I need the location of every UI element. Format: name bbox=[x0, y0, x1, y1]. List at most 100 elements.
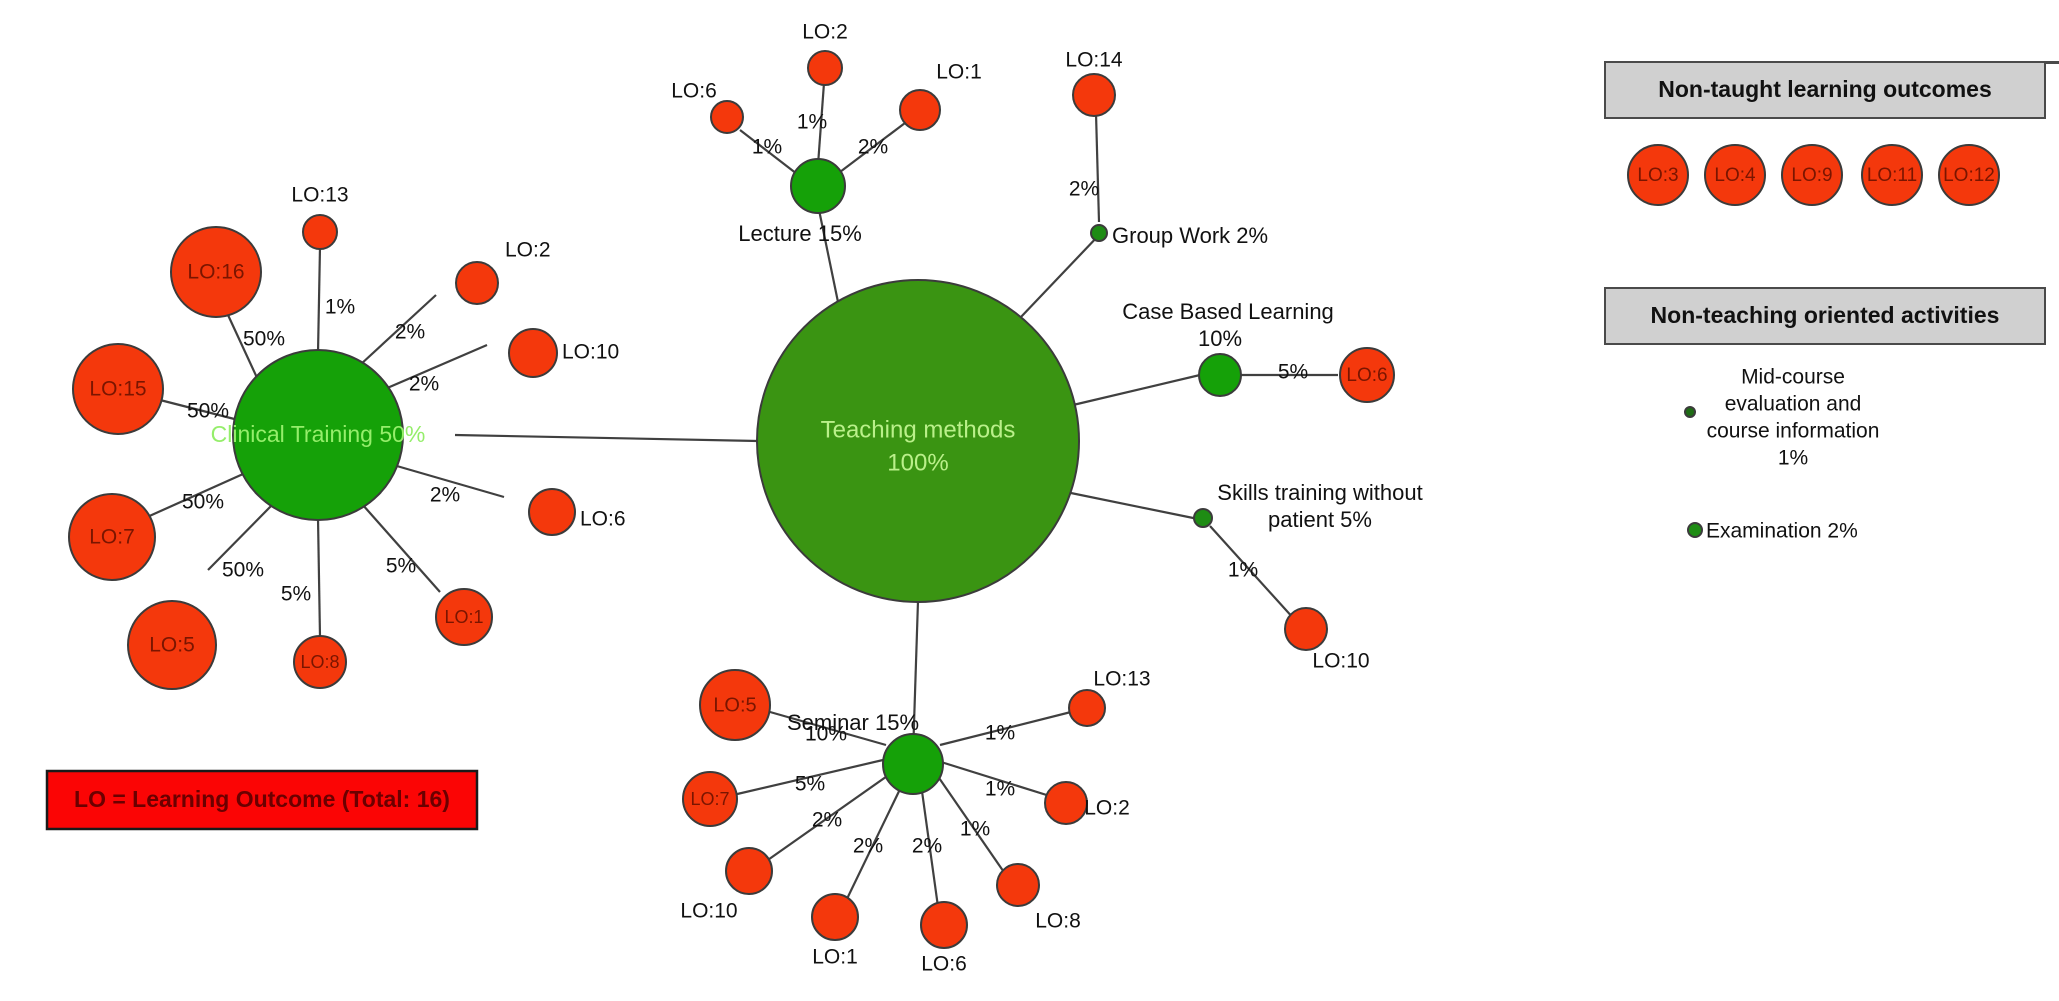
node-seminar-label: Seminar 15% bbox=[787, 710, 919, 735]
node-lo-8-seminar[interactable] bbox=[996, 863, 1040, 907]
edge-label-clinical-lo2: 2% bbox=[395, 321, 425, 344]
node-lecture-label: Lecture 15% bbox=[738, 221, 862, 246]
edge-label-groupwork-lo14: 2% bbox=[1069, 178, 1099, 201]
node-lo-1-seminar-label: LO:1 bbox=[812, 946, 858, 969]
cluster-clinical-training: Clinical Training 50% LO:16 LO:15 LO:7 L… bbox=[68, 184, 626, 690]
edge-seminar-lo1 bbox=[843, 782, 904, 906]
node-group-work[interactable] bbox=[1090, 224, 1108, 242]
node-lo-10-seminar-label: LO:10 bbox=[680, 900, 737, 923]
edge-root-skills-training bbox=[1065, 490, 1204, 522]
node-lo-6-case-label: LO:6 bbox=[1346, 365, 1387, 386]
legend-mid-course-line-2: evaluation and bbox=[1725, 393, 1862, 416]
edge-label-seminar-lo8: 1% bbox=[960, 818, 990, 841]
node-lo-1-seminar[interactable] bbox=[811, 893, 859, 941]
edge-clinical-lo13 bbox=[316, 246, 322, 354]
node-lo-10-skills[interactable] bbox=[1284, 607, 1328, 651]
node-skills-training-label-2: patient 5% bbox=[1268, 507, 1372, 532]
edge-label-clinical-lo10: 2% bbox=[409, 373, 439, 396]
node-lo-10-skills-label: LO:10 bbox=[1312, 650, 1369, 673]
legend-non-teaching-header-box bbox=[1604, 287, 2046, 345]
node-lo-7[interactable] bbox=[68, 493, 156, 581]
cluster-lecture: Lecture 15% LO:6 LO:2 LO:1 1% 1% 2% bbox=[671, 21, 982, 246]
node-lo-6-case[interactable] bbox=[1339, 347, 1395, 403]
edge-skills-lo10 bbox=[1209, 525, 1296, 621]
node-seminar[interactable] bbox=[882, 733, 944, 795]
edge-label-seminar-lo6: 2% bbox=[912, 835, 942, 858]
node-lo-5-seminar[interactable] bbox=[699, 669, 771, 741]
edge-label-clinical-lo6: 2% bbox=[430, 484, 460, 507]
node-lo-16[interactable] bbox=[170, 226, 262, 318]
legend-node-lo-3-label: LO:3 bbox=[1637, 165, 1678, 186]
node-lo-7-seminar[interactable] bbox=[682, 771, 738, 827]
node-lo-1[interactable] bbox=[435, 588, 493, 646]
legend-non-teaching-panel: Non-teaching oriented activities Mid-cou… bbox=[1604, 287, 2046, 543]
node-teaching-methods-label-2: 100% bbox=[887, 449, 948, 476]
legend-node-lo-12-label: LO:12 bbox=[1943, 165, 1995, 186]
node-lo-5-seminar-label: LO:5 bbox=[713, 694, 756, 716]
edge-lecture-lo1 bbox=[839, 122, 906, 173]
edge-label-seminar-lo13: 1% bbox=[985, 722, 1015, 745]
node-group-work-label: Group Work 2% bbox=[1112, 223, 1268, 248]
edge-label-lecture-lo6: 1% bbox=[752, 136, 782, 159]
node-lo-6-clinical[interactable] bbox=[528, 488, 576, 536]
edge-seminar-lo5 bbox=[762, 708, 887, 747]
node-lo-10-seminar[interactable] bbox=[725, 847, 773, 895]
node-case-based-learning-label-2: 10% bbox=[1198, 326, 1242, 351]
node-lo-13-seminar-label: LO:13 bbox=[1093, 668, 1150, 691]
edge-label-seminar-lo1: 2% bbox=[853, 835, 883, 858]
edge-label-lecture-lo1: 2% bbox=[858, 136, 888, 159]
node-lo-13-clinical[interactable] bbox=[302, 214, 338, 250]
node-lo-13-clinical-label: LO:13 bbox=[291, 184, 348, 207]
node-lecture[interactable] bbox=[790, 158, 846, 214]
node-lo-6-seminar[interactable] bbox=[920, 901, 968, 949]
node-case-based-learning-label-1: Case Based Learning bbox=[1122, 299, 1334, 324]
legend-non-taught-header-box bbox=[1604, 61, 2046, 119]
node-lo-6-lecture[interactable] bbox=[710, 100, 744, 134]
legend-node-lo-4[interactable] bbox=[1704, 144, 1766, 206]
node-lo-14[interactable] bbox=[1072, 73, 1116, 117]
node-lo-8-label: LO:8 bbox=[300, 652, 339, 672]
node-lo-8[interactable] bbox=[293, 635, 347, 689]
legend-lo-box bbox=[45, 769, 479, 831]
edge-label-case-lo6: 5% bbox=[1278, 361, 1308, 384]
edge-seminar-lo7 bbox=[732, 758, 884, 797]
legend-learning-outcome: LO = Learning Outcome (Total: 16) bbox=[45, 769, 479, 831]
edge-seminar-lo13 bbox=[939, 709, 1076, 747]
edge-root-group-work bbox=[1019, 233, 1101, 319]
node-lo-5[interactable] bbox=[127, 600, 217, 690]
cluster-group-work: Group Work 2% LO:14 2% bbox=[1065, 49, 1268, 248]
node-lo-2-lecture[interactable] bbox=[807, 50, 843, 86]
legend-node-lo-11-label: LO:11 bbox=[1867, 165, 1917, 186]
legend-non-taught-title: Non-taught learning outcomes bbox=[1658, 76, 1992, 102]
node-lo-13-seminar[interactable] bbox=[1068, 689, 1106, 727]
node-lo-10-clinical[interactable] bbox=[508, 328, 558, 378]
node-lo-2-clinical[interactable] bbox=[455, 261, 499, 305]
legend-node-mid-course-evaluation[interactable] bbox=[1684, 406, 1696, 418]
node-case-based-learning[interactable] bbox=[1198, 353, 1242, 397]
legend-node-lo-9-label: LO:9 bbox=[1791, 165, 1832, 186]
node-lo-1-lecture[interactable] bbox=[899, 89, 941, 131]
legend-mid-course-line-1: Mid-course bbox=[1741, 366, 1845, 389]
root-node-group: Teaching methods 100% bbox=[756, 279, 1080, 603]
node-skills-training[interactable] bbox=[1193, 508, 1213, 528]
node-lo-15-label: LO:15 bbox=[89, 378, 146, 401]
legend-node-lo-11[interactable] bbox=[1861, 144, 1923, 206]
legend-mid-course-line-3: course information bbox=[1707, 420, 1880, 443]
legend-node-lo-3[interactable] bbox=[1627, 144, 1689, 206]
node-lo-15[interactable] bbox=[72, 343, 164, 435]
node-teaching-methods[interactable] bbox=[756, 279, 1080, 603]
legend-node-examination[interactable] bbox=[1687, 522, 1703, 538]
node-lo-5-label: LO:5 bbox=[149, 634, 195, 657]
legend-node-lo-12[interactable] bbox=[1938, 144, 2000, 206]
legend-node-lo-9[interactable] bbox=[1781, 144, 1843, 206]
node-clinical-training[interactable] bbox=[232, 349, 404, 521]
edge-clinical-lo5 bbox=[207, 503, 274, 571]
node-lo-2-clinical-label: LO:2 bbox=[505, 239, 551, 262]
edge-clinical-lo8 bbox=[316, 517, 322, 638]
edge-seminar-lo2 bbox=[940, 760, 1054, 799]
edge-groupwork-lo14 bbox=[1094, 112, 1101, 223]
node-lo-2-seminar[interactable] bbox=[1044, 781, 1088, 825]
edge-label-seminar-lo5: 10% bbox=[805, 723, 847, 746]
edge-clinical-lo10 bbox=[377, 343, 488, 394]
